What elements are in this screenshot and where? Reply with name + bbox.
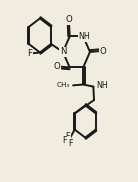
Text: NH: NH: [96, 81, 108, 90]
Text: F: F: [68, 139, 72, 148]
Text: F: F: [63, 136, 67, 145]
Text: N: N: [60, 48, 66, 56]
Text: F: F: [65, 132, 70, 141]
Text: O: O: [54, 62, 60, 71]
Text: O: O: [66, 15, 72, 24]
Text: O: O: [99, 47, 106, 56]
Text: F: F: [27, 49, 32, 58]
Text: NH: NH: [78, 32, 90, 41]
Text: CH₃: CH₃: [57, 82, 70, 88]
